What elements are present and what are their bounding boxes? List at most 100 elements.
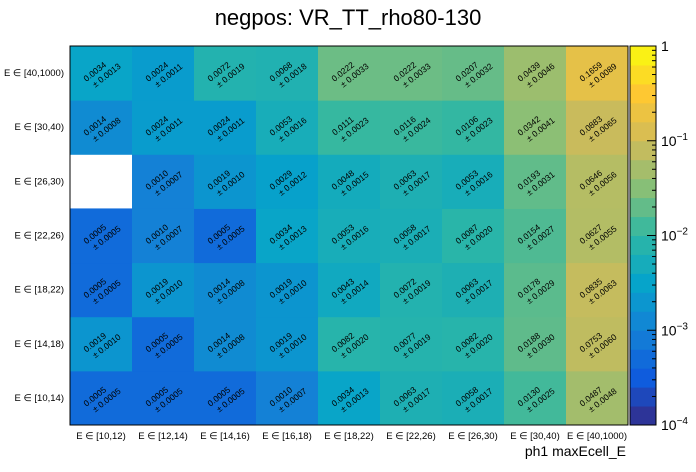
colorbar-band bbox=[630, 311, 656, 331]
colorbar-band bbox=[630, 197, 656, 218]
heatmap-cell bbox=[256, 316, 319, 372]
colorbar-band bbox=[630, 330, 656, 350]
x-tick-label: E ∈ [16,18) bbox=[262, 431, 311, 442]
y-tick-label: E ∈ [18,22) bbox=[15, 285, 64, 296]
heatmap-cell bbox=[70, 370, 133, 426]
heatmap-cell bbox=[70, 46, 133, 101]
plot-frame bbox=[69, 45, 629, 426]
heatmap-cell bbox=[194, 370, 257, 426]
heatmap-cell bbox=[194, 46, 257, 101]
y-tick-label: E ∈ [26,30) bbox=[15, 176, 64, 187]
x-tick-label: E ∈ [12,14) bbox=[138, 431, 187, 442]
heatmap-cell bbox=[256, 370, 319, 426]
heatmap-cell bbox=[256, 208, 319, 264]
heatmap-cell bbox=[70, 100, 133, 155]
heatmap-cell bbox=[318, 100, 381, 155]
heatmap-cell bbox=[566, 46, 629, 101]
colorbar-band bbox=[630, 254, 656, 274]
x-axis-label: ph1 maxEcell_E bbox=[525, 443, 626, 459]
heatmap-cell bbox=[132, 46, 195, 101]
heatmap-cell bbox=[70, 316, 133, 372]
y-tick-labels: E ∈ [10,14) E ∈ [14,18) E ∈ [18,22) E ∈ [22… bbox=[4, 68, 64, 404]
x-tick-label: E ∈ [40,1000) bbox=[567, 431, 627, 442]
colorbar-band bbox=[630, 387, 656, 407]
heatmap-cell bbox=[380, 208, 443, 264]
heatmap-cell bbox=[194, 262, 257, 318]
heatmap-cell bbox=[566, 208, 629, 264]
x-tick-label: E ∈ [30,40) bbox=[510, 431, 559, 442]
y-tick-label: E ∈ [10,14) bbox=[15, 393, 64, 404]
x-tick-label: E ∈ [14,16) bbox=[200, 431, 249, 442]
heatmap-cell bbox=[380, 100, 443, 155]
heatmap-cell bbox=[132, 370, 195, 426]
heatmap-cell bbox=[256, 100, 319, 155]
heatmap-cell bbox=[318, 316, 381, 372]
colorbar-band bbox=[630, 349, 656, 369]
heatmap-cell bbox=[70, 262, 133, 318]
heatmap-cell bbox=[380, 46, 443, 101]
heatmap-cell bbox=[380, 370, 443, 426]
heatmap-cell bbox=[504, 262, 567, 318]
y-tick-label: E ∈ [30,40) bbox=[15, 122, 64, 133]
heatmap-cell bbox=[442, 316, 505, 372]
heatmap-cell bbox=[194, 208, 257, 264]
x-tick-label: E ∈ [18,22) bbox=[324, 431, 373, 442]
heatmap-cell bbox=[194, 154, 257, 209]
heatmap-cell bbox=[442, 100, 505, 155]
heatmap-cell bbox=[504, 154, 567, 209]
colorbar-band bbox=[630, 102, 656, 123]
heatmap-cell bbox=[132, 100, 195, 155]
heatmap-cell bbox=[318, 262, 381, 318]
colorbar-band bbox=[630, 178, 656, 199]
colorbar-band bbox=[630, 46, 656, 66]
heatmap-cell bbox=[318, 208, 381, 264]
cell-label: 0.0646± 0.0056 bbox=[577, 168, 618, 198]
colorbar-band bbox=[630, 235, 656, 255]
y-tick-label: E ∈ [40,1000) bbox=[4, 68, 64, 79]
chart-title: negpos: VR_TT_rho80-130 bbox=[215, 5, 482, 30]
colorbar-band bbox=[630, 121, 656, 142]
colorbar-band bbox=[630, 83, 656, 104]
heatmap-cell bbox=[70, 208, 133, 264]
heatmap-cell bbox=[566, 262, 629, 318]
heatmap-cell bbox=[380, 154, 443, 209]
heatmap-cell bbox=[256, 262, 319, 318]
heatmap-cell bbox=[132, 316, 195, 372]
colorbar-tick-label: 1 bbox=[661, 38, 669, 54]
colorbar-band bbox=[630, 292, 656, 312]
colorbar-tick-label: 10−3 bbox=[661, 321, 688, 338]
colorbar-band bbox=[630, 273, 656, 293]
heatmap-cell bbox=[504, 46, 567, 101]
heatmap-cell bbox=[504, 316, 567, 372]
colorbar-band bbox=[630, 140, 656, 161]
heatmap-cell bbox=[442, 370, 505, 426]
heatmap-cell bbox=[504, 370, 567, 426]
heatmap-cell bbox=[318, 154, 381, 209]
heatmap-cell bbox=[442, 46, 505, 101]
colorbar-band bbox=[630, 406, 656, 426]
heatmap-cell bbox=[380, 262, 443, 318]
heatmap-cell bbox=[194, 100, 257, 155]
heatmap-cell bbox=[504, 208, 567, 264]
heatmap-cells: 0.0005± 0.0005 0.0005± 0.0005 0.0005± 0.00… bbox=[70, 46, 629, 426]
x-tick-label: E ∈ [10,12) bbox=[76, 431, 125, 442]
heatmap-cell bbox=[380, 316, 443, 372]
heatmap-cell bbox=[318, 46, 381, 101]
heatmap-cell bbox=[318, 370, 381, 426]
colorbar: 1 10−1 10−2 10−3 10−4 bbox=[629, 38, 688, 433]
heatmap-cell bbox=[504, 100, 567, 155]
heatmap-cell bbox=[566, 154, 629, 209]
colorbar-band bbox=[630, 64, 656, 85]
x-tick-label: E ∈ [26,30) bbox=[448, 431, 497, 442]
heatmap-cell bbox=[256, 46, 319, 101]
heatmap-cell bbox=[566, 370, 629, 426]
heatmap-cell bbox=[132, 154, 195, 209]
x-tick-labels: E ∈ [10,12) E ∈ [12,14) E ∈ [14,16) E ∈ [16… bbox=[76, 431, 627, 442]
heatmap-cell bbox=[132, 262, 195, 318]
y-tick-label: E ∈ [14,18) bbox=[15, 339, 64, 350]
heatmap-cell bbox=[194, 316, 257, 372]
colorbar-tick-label: 10−4 bbox=[661, 416, 688, 433]
heatmap-cell bbox=[566, 316, 629, 372]
heatmap-cell bbox=[442, 262, 505, 318]
